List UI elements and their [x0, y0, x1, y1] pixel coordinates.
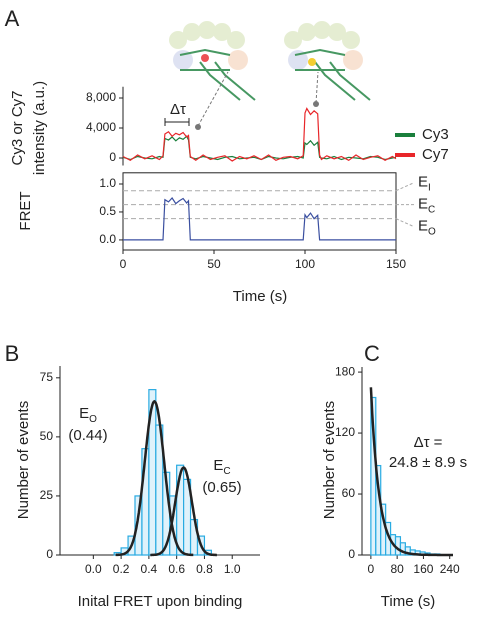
annotation: 24.8 ± 8.9 s — [389, 454, 467, 471]
x-tick-label: 0.8 — [196, 562, 213, 576]
y-tick-label: 25 — [40, 488, 54, 502]
x-tick-label: 0.4 — [141, 562, 158, 576]
annotation: (0.65) — [202, 479, 241, 496]
y-tick-label: 60 — [342, 486, 356, 500]
x-tick-label: 150 — [386, 257, 406, 271]
y-tick-label: 1.0 — [99, 176, 116, 190]
y-axis-label: Number of events — [321, 401, 338, 519]
x-tick-label: 0.0 — [85, 562, 102, 576]
annotation: EO — [79, 405, 97, 425]
x-axis-label: Time (s) — [233, 288, 287, 305]
fit-curve — [150, 466, 217, 557]
x-axis-label: Inital FRET upon binding — [78, 593, 243, 610]
y-tick-label: 4,000 — [86, 120, 116, 134]
annotation-main: E — [213, 457, 223, 474]
x-tick-label: 50 — [207, 257, 221, 271]
legend-label: Cy7 — [422, 146, 449, 163]
annotation-main: Δτ = — [414, 434, 443, 451]
trace — [123, 197, 396, 241]
y-tick-label: 0 — [109, 150, 116, 164]
y-tick-label: 120 — [335, 425, 355, 439]
level-label-sub: C — [428, 205, 435, 216]
x-tick-label: 0.2 — [113, 562, 130, 576]
level-label: EO — [418, 218, 436, 238]
level-label: EI — [418, 174, 431, 194]
annotation-main: E — [79, 405, 89, 422]
x-tick-label: 0.6 — [168, 562, 185, 576]
y-axis-label: FRET — [17, 191, 34, 230]
fit-curve — [115, 399, 194, 557]
hist-bar — [394, 536, 402, 556]
x-tick-label: 1.0 — [224, 562, 241, 576]
annotation-main: 24.8 ± 8.9 s — [389, 454, 467, 471]
y-tick-label: 0.5 — [99, 204, 116, 218]
level-label-main: E — [418, 196, 428, 213]
level-connector — [395, 182, 415, 192]
fit-curve — [369, 387, 453, 557]
plot-frame — [122, 172, 397, 251]
annotation-main: (0.65) — [202, 479, 241, 496]
event-dot — [313, 101, 319, 107]
y-tick-label: 0 — [46, 547, 53, 561]
y-tick-label: 0 — [348, 547, 355, 561]
trace — [122, 107, 397, 162]
panel-label: B — [5, 341, 20, 366]
level-label: EC — [418, 196, 435, 216]
level-connector — [395, 218, 415, 228]
level-label-main: E — [418, 174, 428, 191]
annotation: EC — [213, 457, 230, 477]
legend-label: Cy3 — [422, 126, 449, 143]
y-axis-label: Cy3 or Cy7 — [9, 90, 26, 165]
level-label-sub: I — [428, 183, 431, 194]
y-tick-label: 0.0 — [99, 232, 116, 246]
y-tick-label: 8,000 — [86, 90, 116, 104]
y-tick-label: 75 — [40, 370, 54, 384]
x-tick-label: 160 — [413, 562, 433, 576]
annotation: Δτ — [170, 101, 186, 118]
annotation-main: (0.44) — [68, 427, 107, 444]
cartoon — [169, 21, 371, 101]
panel-label: A — [5, 6, 20, 31]
y-axis-label: intensity (a.u.) — [31, 81, 48, 175]
annotation-sub: O — [89, 414, 97, 425]
level-label-main: E — [418, 218, 428, 235]
dwell-bracket — [164, 118, 190, 126]
annotation-main: Δτ — [170, 101, 186, 118]
y-axis-label: Number of events — [15, 401, 32, 519]
annotation-sub: C — [223, 466, 230, 477]
leader-line — [197, 71, 319, 127]
trace — [122, 135, 397, 161]
annotation: (0.44) — [68, 427, 107, 444]
annotation: Δτ = — [414, 434, 443, 451]
y-tick-label: 180 — [335, 364, 355, 378]
x-tick-label: 240 — [440, 562, 460, 576]
y-tick-label: 50 — [40, 429, 54, 443]
x-tick-label: 80 — [390, 562, 404, 576]
x-tick-label: 100 — [295, 257, 315, 271]
x-axis-label: Time (s) — [381, 593, 435, 610]
x-tick-label: 0 — [120, 257, 127, 271]
event-dot — [195, 124, 201, 130]
x-tick-label: 0 — [368, 562, 375, 576]
panel-label: C — [364, 341, 380, 366]
level-label-sub: O — [428, 227, 436, 238]
